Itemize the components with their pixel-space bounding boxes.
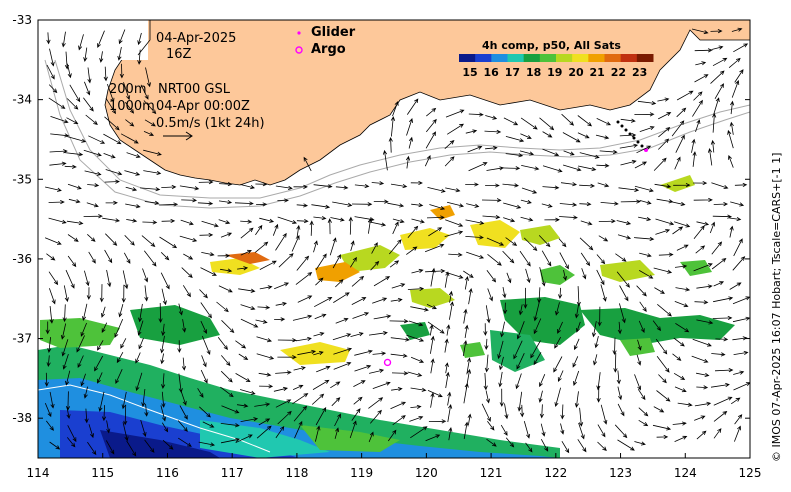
colorbar-swatch bbox=[637, 54, 654, 62]
colorbar-swatch bbox=[491, 54, 508, 62]
date-label: 04-Apr-2025 bbox=[156, 31, 236, 46]
depth-1000-label: 1000m bbox=[109, 99, 155, 114]
argo-legend-label: Argo bbox=[311, 42, 346, 57]
colorbar-swatch bbox=[572, 54, 589, 62]
colorbar-tick-label: 20 bbox=[568, 66, 584, 79]
time-label: 16Z bbox=[166, 47, 191, 62]
x-tick-label: 119 bbox=[350, 466, 373, 480]
x-tick-label: 118 bbox=[285, 466, 308, 480]
x-tick-label: 114 bbox=[27, 466, 50, 480]
y-tick-label: -36 bbox=[12, 252, 32, 266]
glider-legend-label: Glider bbox=[311, 25, 355, 40]
x-tick-label: 117 bbox=[221, 466, 244, 480]
colorbar-tick-label: 15 bbox=[462, 66, 477, 79]
valid-time-label: 04-Apr 00:00Z bbox=[156, 99, 250, 114]
x-tick-label: 123 bbox=[609, 466, 632, 480]
y-tick-label: -35 bbox=[12, 172, 32, 186]
y-tick-label: -33 bbox=[12, 13, 32, 27]
x-tick-label: 116 bbox=[156, 466, 179, 480]
colorbar-title: 4h comp, p50, All Sats bbox=[482, 39, 621, 52]
colorbar-swatch bbox=[621, 54, 638, 62]
colorbar-swatch bbox=[605, 54, 622, 62]
colorbar-tick-label: 16 bbox=[484, 66, 500, 79]
colorbar-swatch bbox=[556, 54, 573, 62]
credit-text: © IMOS 07-Apr-2025 16:07 Hobart; Tscale=… bbox=[770, 153, 783, 462]
colorbar-swatch bbox=[508, 54, 525, 62]
colorbar-swatch bbox=[588, 54, 605, 62]
colorbar-swatch bbox=[475, 54, 492, 62]
x-tick-label: 122 bbox=[544, 466, 567, 480]
y-tick-label: -34 bbox=[12, 93, 32, 107]
x-tick-label: 124 bbox=[674, 466, 697, 480]
x-tick-label: 115 bbox=[91, 466, 114, 480]
y-tick-label: -37 bbox=[12, 332, 32, 346]
map-canvas: 15 16 17 18 19 20 21 22 23 114 115 116 117 118 119 120… bbox=[0, 0, 791, 492]
x-tick-label: 120 bbox=[415, 466, 438, 480]
x-tick-label: 125 bbox=[739, 466, 762, 480]
colorbar-swatch bbox=[540, 54, 557, 62]
depth-200-label: 200m bbox=[109, 82, 146, 97]
x-tick-label: 121 bbox=[480, 466, 503, 480]
colorbar-tick-label: 23 bbox=[632, 66, 647, 79]
colorbar-tick-label: 17 bbox=[505, 66, 520, 79]
product-label: NRT00 GSL bbox=[158, 82, 230, 97]
glider-legend-symbol bbox=[297, 31, 300, 34]
colorbar: 15 16 17 18 19 20 21 22 23 bbox=[459, 54, 654, 79]
colorbar-tick-label: 19 bbox=[547, 66, 562, 79]
y-tick-label: -38 bbox=[12, 411, 32, 425]
colorbar-tick-label: 22 bbox=[611, 66, 626, 79]
colorbar-tick-label: 18 bbox=[526, 66, 541, 79]
scale-label: 0.5m/s (1kt 24h) bbox=[156, 116, 265, 131]
colorbar-tick-label: 21 bbox=[590, 66, 605, 79]
colorbar-swatch bbox=[459, 54, 476, 62]
colorbar-swatch bbox=[524, 54, 541, 62]
